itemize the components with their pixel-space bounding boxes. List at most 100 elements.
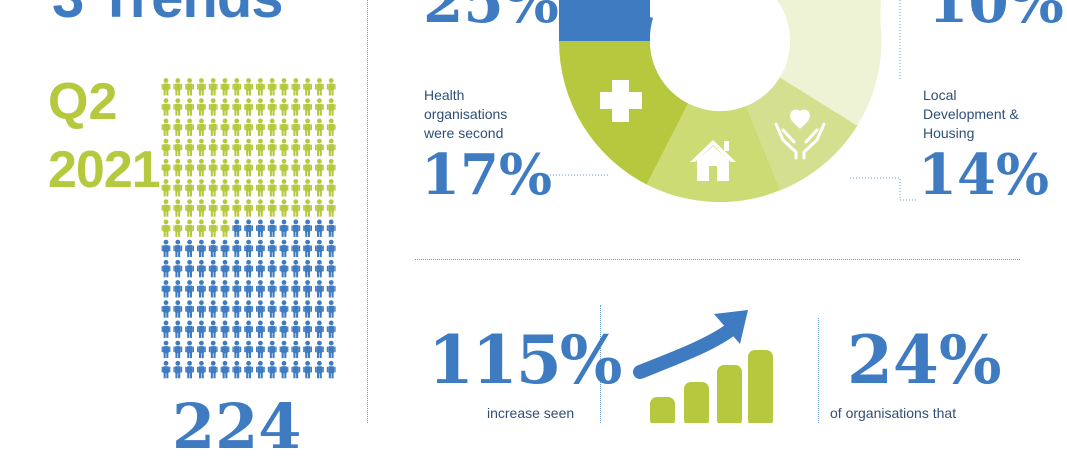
person-icon	[173, 98, 183, 116]
person-icon	[232, 219, 242, 237]
person-icon	[161, 300, 171, 318]
person-icon	[208, 219, 218, 237]
person-icon	[291, 340, 301, 359]
person-icon	[197, 300, 206, 318]
person-icon	[220, 179, 230, 197]
person-icon	[197, 280, 206, 298]
person-icon	[185, 320, 194, 338]
person-icon	[185, 138, 194, 157]
person-icon	[197, 259, 206, 278]
person-icon	[173, 118, 183, 136]
person-icon	[197, 239, 206, 258]
person-icon	[232, 158, 242, 177]
health-caption: Health organisations were second	[424, 87, 508, 141]
person-icon	[315, 199, 324, 217]
person-icon	[244, 259, 253, 278]
person-icon	[315, 360, 324, 379]
person-icon	[303, 138, 312, 157]
person-icon	[232, 98, 242, 116]
person-icon	[173, 300, 183, 318]
person-icon	[267, 320, 277, 338]
person-icon	[256, 78, 265, 96]
person-icon	[315, 98, 324, 116]
person-icon	[197, 219, 206, 237]
person-icon	[220, 98, 230, 116]
person-icon	[291, 239, 301, 258]
person-icon	[173, 158, 183, 177]
person-icon	[173, 340, 183, 359]
person-icon	[161, 259, 171, 278]
person-icon	[256, 118, 265, 136]
person-icon	[303, 219, 312, 237]
person-icon	[303, 118, 312, 136]
person-icon	[279, 118, 289, 136]
person-icon	[267, 199, 277, 217]
person-icon	[256, 360, 265, 379]
person-icon	[256, 98, 265, 116]
quarter-label: Q2	[48, 73, 118, 131]
person-icon	[303, 280, 312, 298]
person-icon	[256, 138, 265, 157]
person-icon	[220, 78, 230, 96]
person-icon	[244, 280, 253, 298]
hands-heart-icon	[774, 109, 826, 160]
person-icon	[326, 340, 336, 359]
person-icon	[173, 259, 183, 278]
people-grid	[161, 78, 336, 379]
person-icon	[173, 239, 183, 258]
person-icon	[326, 158, 336, 177]
person-icon	[291, 280, 301, 298]
person-icon	[326, 219, 336, 237]
person-icon	[244, 78, 253, 96]
person-icon	[244, 320, 253, 338]
house-icon	[690, 140, 736, 181]
person-icon	[291, 219, 301, 237]
person-icon	[208, 360, 218, 379]
increase-pct: 115%	[428, 321, 622, 399]
donut-chart	[558, 0, 882, 203]
person-icon	[244, 340, 253, 359]
person-icon	[256, 179, 265, 197]
person-icon	[267, 158, 277, 177]
person-icon	[279, 158, 289, 177]
person-icon	[220, 259, 230, 278]
person-icon	[291, 158, 301, 177]
person-icon	[303, 199, 312, 217]
person-icon	[303, 360, 312, 379]
person-icon	[326, 118, 336, 136]
person-icon	[173, 320, 183, 338]
person-icon	[208, 118, 218, 136]
medical-cross-icon	[600, 80, 642, 122]
person-icon	[315, 259, 324, 278]
person-icon	[185, 179, 194, 197]
person-icon	[267, 300, 277, 318]
connector-lines	[535, 0, 918, 201]
person-icon	[291, 199, 301, 217]
person-icon	[197, 158, 206, 177]
person-icon	[185, 239, 194, 258]
person-icon	[220, 280, 230, 298]
person-icon	[326, 78, 336, 96]
person-icon	[315, 118, 324, 136]
person-icon	[303, 300, 312, 318]
donut-segment-care	[746, 77, 858, 191]
person-icon	[220, 320, 230, 338]
person-icon	[279, 259, 289, 278]
person-icon	[256, 340, 265, 359]
person-icon	[161, 340, 171, 359]
person-icon	[161, 280, 171, 298]
person-icon	[220, 239, 230, 258]
person-icon	[173, 360, 183, 379]
person-icon	[173, 179, 183, 197]
person-icon	[256, 320, 265, 338]
orgs-caption: of organisations that	[830, 405, 957, 421]
person-icon	[208, 320, 218, 338]
bar-chart-icon	[650, 350, 773, 423]
person-icon	[185, 118, 194, 136]
person-icon	[267, 179, 277, 197]
person-icon	[326, 199, 336, 217]
person-icon	[244, 118, 253, 136]
person-icon	[220, 300, 230, 318]
person-icon	[303, 179, 312, 197]
person-icon	[208, 300, 218, 318]
